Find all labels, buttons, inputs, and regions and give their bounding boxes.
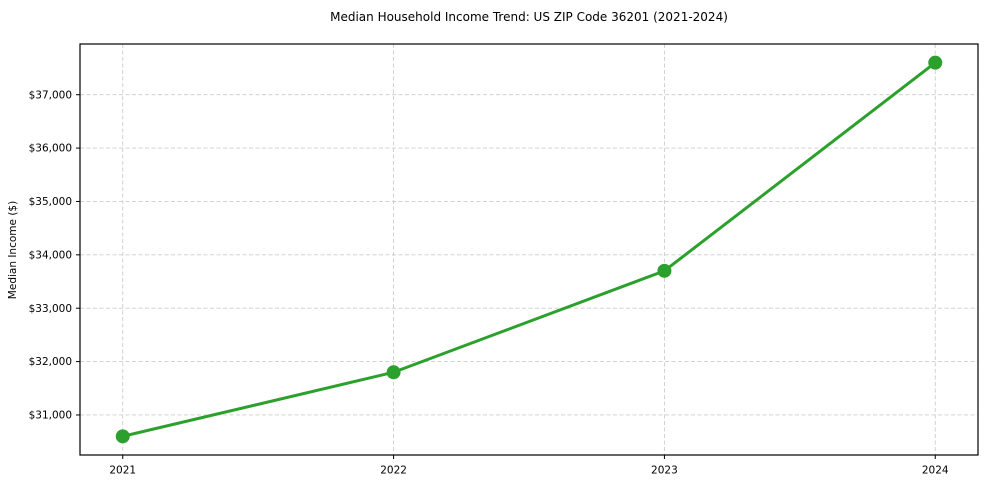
- y-tick-label: $33,000: [29, 303, 72, 315]
- gridlines: [80, 44, 978, 455]
- chart-title: Median Household Income Trend: US ZIP Co…: [330, 10, 728, 24]
- x-tick-label: 2023: [651, 465, 678, 477]
- data-point-marker: [115, 429, 130, 444]
- y-axis-label: Median Income ($): [7, 201, 19, 299]
- y-tick-label: $36,000: [29, 143, 72, 155]
- tick-labels: $31,000 $32,000 $33,000 $34,000 $35,000 $36,0…: [29, 89, 949, 476]
- y-tick-label: $34,000: [29, 249, 72, 261]
- x-tick-label: 2024: [922, 465, 949, 477]
- data-series: [115, 55, 943, 444]
- tick-marks: [76, 94, 936, 459]
- axes-frame: [79, 43, 979, 456]
- y-tick-label: $35,000: [29, 196, 72, 208]
- data-point-marker: [386, 365, 401, 380]
- trend-line: [121, 61, 937, 438]
- y-tick-label: $32,000: [29, 356, 72, 368]
- y-tick-label: $37,000: [29, 89, 72, 101]
- plot-frame: [79, 43, 979, 456]
- data-point-marker: [657, 263, 672, 278]
- y-tick-label: $31,000: [29, 410, 72, 422]
- data-point-marker: [928, 55, 943, 70]
- x-tick-label: 2022: [380, 465, 407, 477]
- x-tick-label: 2021: [109, 465, 136, 477]
